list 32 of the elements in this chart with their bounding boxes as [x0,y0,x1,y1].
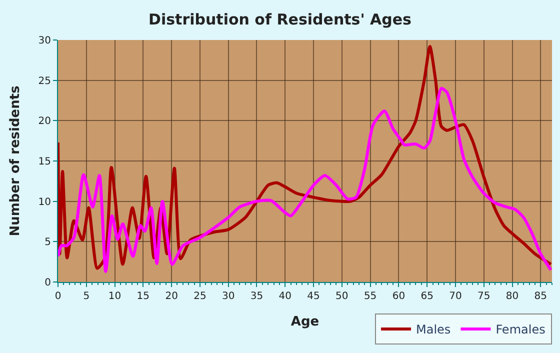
y-tick-label: 20 [38,116,51,128]
x-tick-label: 65 [420,291,434,302]
x-tick-label: 85 [534,291,548,302]
line-series [58,44,552,270]
line-series [58,86,552,274]
y-axis-title: Number of residents [8,85,24,236]
legend-label: Males [416,322,451,337]
x-tick-label: 5 [83,291,90,302]
x-tick-label: 80 [506,291,519,302]
x-tick-label: 45 [307,291,320,302]
x-tick-label: 70 [449,291,462,302]
x-tick-label: 10 [108,291,122,302]
y-tick-label: 25 [38,76,51,87]
x-tick-label: 35 [250,291,264,302]
y-tick-label: 10 [38,196,51,208]
y-tick-label: 15 [38,156,51,168]
x-tick-label: 75 [477,291,490,302]
chart-title: Distribution of Residents' Ages [148,10,412,29]
x-tick-label: 55 [364,291,377,302]
x-tick-label: 60 [392,291,406,302]
x-tick-label: 40 [278,291,292,302]
y-tick-label: 5 [44,237,51,248]
legend-label: Females [496,322,546,337]
x-tick-label: 25 [194,291,206,302]
x-tick-label: 0 [54,291,62,302]
x-tick-label: 30 [222,291,235,302]
x-tick-label: 20 [165,291,178,302]
y-tick-label: 0 [44,278,51,288]
x-axis-title: Age [290,314,320,330]
x-tick-label: 50 [336,291,348,302]
x-tick-label: 15 [136,291,150,302]
y-tick-label: 30 [38,36,51,46]
